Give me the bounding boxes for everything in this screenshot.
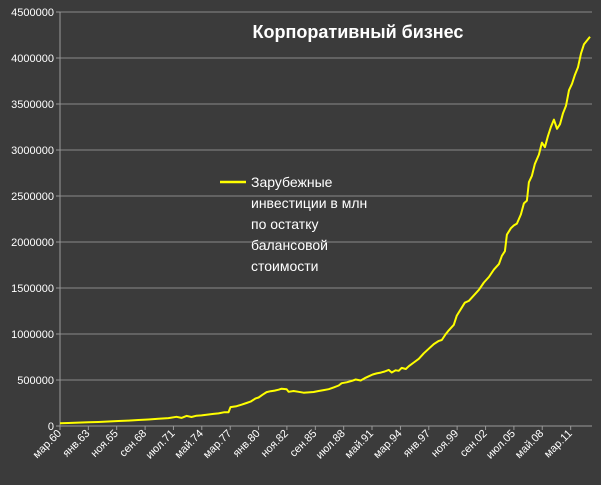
y-tick-labels: 0 500000 1000000 1500000 2000000 2500000 30000…	[11, 7, 60, 433]
x-tick-label: июл.05	[484, 428, 518, 462]
grid-lines	[60, 11, 592, 381]
x-tick-label: ноя.82	[259, 428, 291, 460]
x-tick-label: мар.77	[201, 428, 234, 461]
x-tick-label: янв.97	[401, 428, 433, 460]
x-tick-label: май.08	[513, 428, 546, 461]
x-tick-label: май.74	[173, 428, 206, 461]
y-tick-label: 1500000	[11, 283, 54, 295]
legend-label: Зарубежные инвестиции в млн по остатку бала…	[251, 174, 367, 274]
x-tick-label: янв.63	[61, 428, 93, 460]
series-line	[59, 36, 591, 425]
y-tick-label: 4500000	[11, 7, 54, 19]
y-tick-label: 0	[48, 421, 54, 433]
y-tick-label: 2000000	[11, 237, 54, 249]
y-tick-label: 1000000	[11, 329, 54, 341]
x-tick-label: июл.71	[144, 428, 178, 462]
x-tick-label: ноя.65	[89, 428, 121, 460]
y-tick-label: 2500000	[11, 191, 54, 203]
y-tick-label: 3500000	[11, 99, 54, 111]
axes	[59, 12, 592, 427]
x-tick-labels: мар.60янв.63ноя.65сен.68июл.71май.74мар.…	[31, 426, 575, 461]
x-tick-label: ноя.99	[429, 428, 461, 460]
legend: Зарубежные инвестиции в млн по остатку бала…	[220, 174, 367, 274]
x-tick-label: мар.94	[371, 428, 404, 461]
x-tick-label: янв.80	[231, 428, 263, 460]
y-tick-label: 500000	[17, 375, 54, 387]
y-tick-label: 4000000	[11, 53, 54, 65]
x-tick-label: июл.88	[314, 428, 348, 462]
x-tick-label: май.91	[343, 428, 376, 461]
chart-title: Корпоративный бизнес	[253, 22, 464, 42]
y-tick-label: 3000000	[11, 145, 54, 157]
series	[59, 36, 591, 425]
x-tick-label: мар.11	[542, 428, 575, 461]
